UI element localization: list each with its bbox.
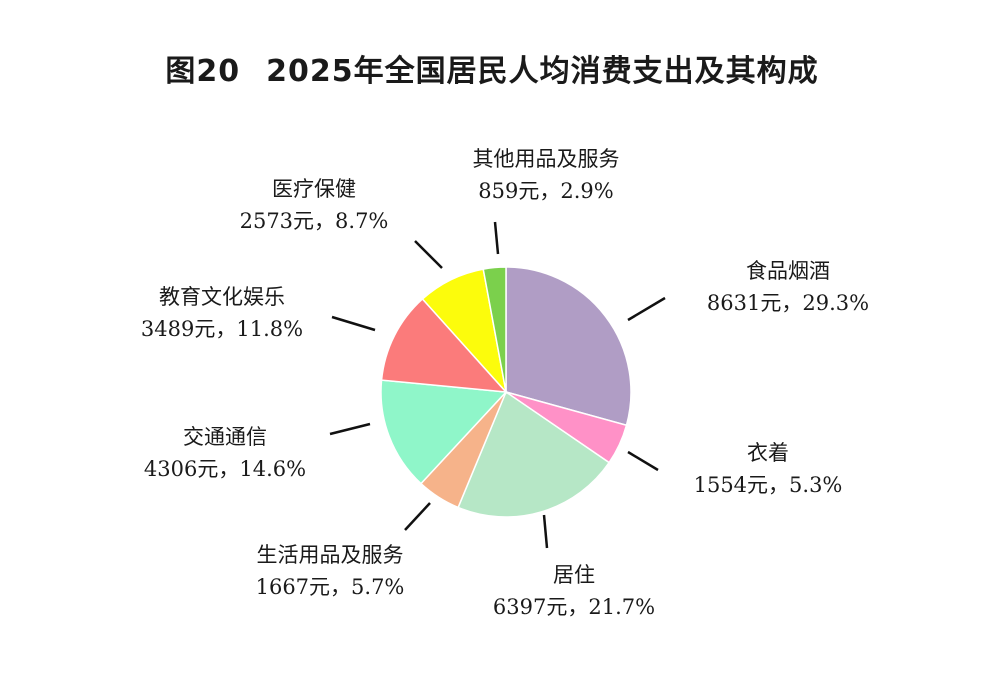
leader-line [331, 315, 376, 332]
slice-value-label: 3489元，11.8% [141, 317, 303, 341]
figure-number: 图20 [165, 54, 241, 89]
chart-title: 图20 2025年全国居民人均消费支出及其构成 [0, 46, 984, 90]
slice-value-label: 2573元，8.7% [240, 209, 389, 233]
slice-value-label: 8631元，29.3% [707, 291, 869, 315]
pie-slice [482, 266, 507, 393]
slice-name-label: 教育文化娱乐 [159, 285, 285, 309]
slice-value-label: 1667元，5.7% [256, 575, 405, 599]
leader-line [329, 422, 371, 436]
slice-value-label: 859元，2.9% [478, 179, 613, 203]
slice-name-label: 食品烟酒 [746, 259, 830, 283]
leader-line [627, 296, 666, 322]
leader-line [414, 240, 443, 269]
pie-slice [457, 390, 611, 518]
leader-line [493, 221, 500, 255]
slice-name-label: 交通通信 [183, 425, 267, 449]
pie-slice [380, 379, 508, 485]
slice-value-label: 1554元，5.3% [694, 473, 843, 497]
slice-name-label: 衣着 [747, 441, 789, 465]
leader-line [404, 502, 431, 531]
slice-value-label: 4306元，14.6% [144, 457, 306, 481]
slice-name-label: 居住 [553, 563, 595, 587]
title-text: 2025年全国居民人均消费支出及其构成 [266, 54, 819, 89]
slice-name-label: 其他用品及服务 [473, 147, 620, 171]
leader-line [542, 514, 549, 549]
slice-name-label: 生活用品及服务 [257, 543, 404, 567]
pie-slice [505, 266, 632, 427]
slice-value-label: 6397元，21.7% [493, 595, 655, 619]
leader-line [627, 450, 659, 472]
pie-slice [380, 297, 508, 393]
slice-name-label: 医疗保健 [272, 177, 356, 201]
